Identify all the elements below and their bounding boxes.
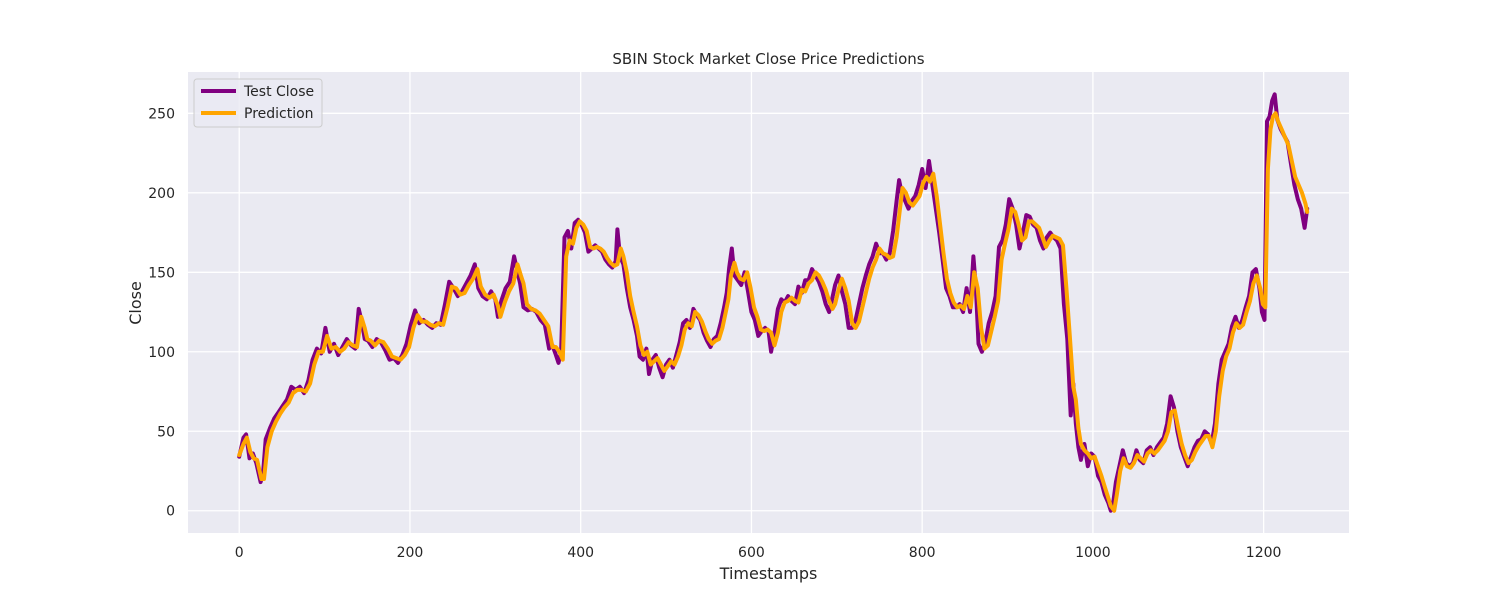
series-lines [237, 92, 1310, 513]
y-axis: 0 50 100 150 200 250 [148, 106, 175, 519]
x-tick-label: 1000 [1075, 545, 1111, 561]
x-tick-label: 400 [567, 545, 594, 561]
legend-label-test-close: Test Close [243, 84, 314, 100]
x-tick-label: 200 [397, 545, 424, 561]
x-tick-label: 800 [909, 545, 936, 561]
grid [188, 72, 1349, 533]
legend-label-prediction: Prediction [244, 106, 314, 122]
y-tick-label: 50 [157, 424, 175, 440]
x-axis-label: Timestamps [719, 564, 818, 583]
x-tick-label: 1200 [1246, 545, 1282, 561]
x-tick-label: 600 [738, 545, 765, 561]
y-tick-label: 150 [148, 265, 175, 281]
chart-title: SBIN Stock Market Close Price Prediction… [612, 50, 924, 68]
x-axis: 0 200 400 600 800 1000 1200 [235, 545, 1282, 561]
y-axis-label: Close [126, 281, 145, 325]
y-tick-label: 100 [148, 345, 175, 361]
legend: Test Close Prediction [193, 78, 323, 128]
y-tick-label: 250 [148, 106, 175, 122]
series-line-prediction [237, 111, 1310, 513]
plot-area [188, 72, 1349, 533]
y-tick-label: 200 [148, 186, 175, 202]
x-tick-label: 0 [235, 545, 244, 561]
y-tick-label: 0 [166, 504, 175, 520]
